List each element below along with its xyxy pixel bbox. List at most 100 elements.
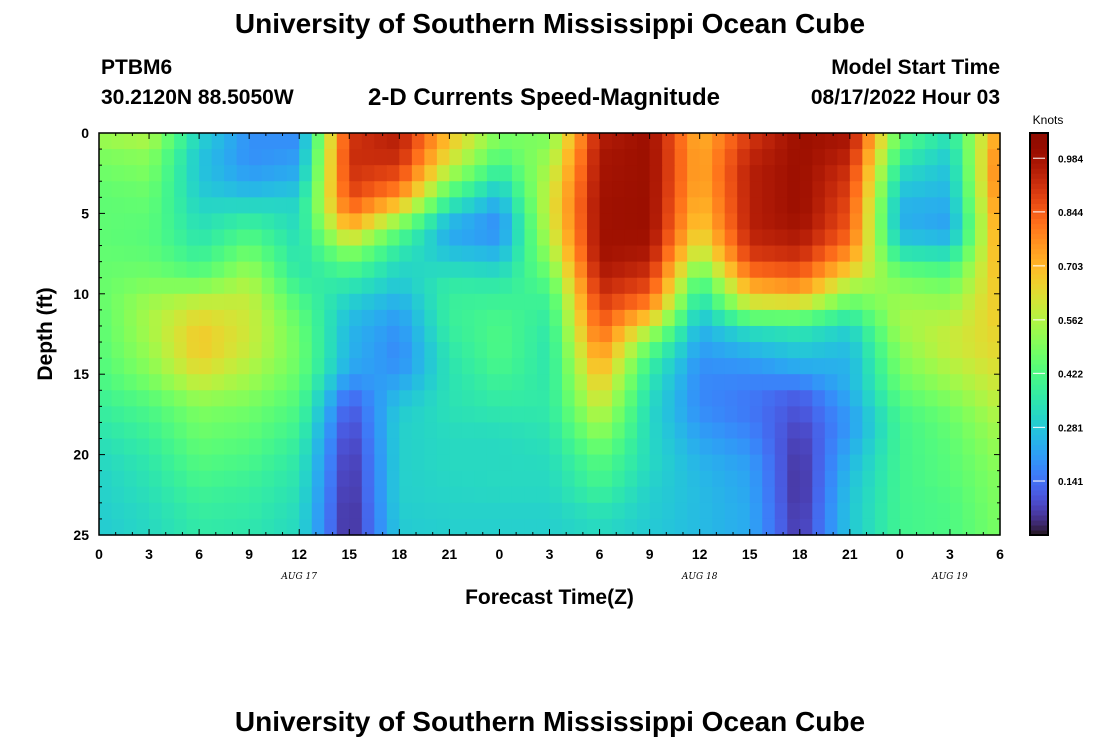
heatmap-cell — [687, 390, 701, 407]
colorbar-segment — [1030, 288, 1048, 295]
heatmap-cell — [124, 374, 138, 391]
heatmap-cell — [424, 406, 438, 424]
heatmap-cell — [224, 454, 238, 472]
heatmap-cell — [399, 358, 413, 375]
colorbar-segment — [1030, 519, 1048, 526]
heatmap-cell — [399, 149, 413, 166]
heatmap-cell — [486, 374, 501, 391]
heatmap-cell — [749, 486, 763, 504]
heatmap-cell — [699, 149, 713, 166]
heatmap-cell — [524, 309, 538, 327]
colorbar-segment — [1030, 293, 1048, 300]
heatmap-cell — [374, 438, 388, 456]
heatmap-cell — [149, 229, 163, 247]
heatmap-cell — [261, 422, 275, 440]
heatmap-cell — [749, 133, 763, 150]
heatmap-cell — [211, 342, 225, 359]
heatmap-cell — [261, 309, 275, 327]
heatmap-cell — [587, 438, 601, 456]
heatmap-cell — [424, 438, 438, 456]
colorbar-frame — [1029, 132, 1049, 536]
heatmap-cell — [824, 406, 838, 424]
heatmap-cell — [787, 486, 801, 504]
heatmap-cell — [149, 342, 163, 359]
heatmap-cell — [311, 470, 325, 488]
heatmap-cell — [524, 518, 538, 536]
heatmap-cell — [124, 261, 138, 279]
heatmap-cell — [624, 374, 638, 391]
heatmap-cell — [299, 454, 313, 472]
heatmap-cell — [449, 342, 463, 359]
heatmap-cell — [724, 502, 738, 520]
heatmap-cell — [211, 133, 225, 150]
heatmap-cell — [624, 438, 638, 456]
heatmap-cell — [161, 358, 175, 375]
heatmap-cell — [336, 245, 350, 263]
heatmap-cell — [449, 165, 463, 182]
heatmap-cell — [511, 261, 526, 279]
heatmap-cell — [837, 165, 851, 182]
heatmap-cell — [849, 486, 863, 504]
heatmap-cell — [436, 293, 450, 311]
heatmap-cell — [637, 293, 651, 311]
heatmap-cell — [286, 390, 300, 407]
heatmap-cell — [649, 133, 663, 150]
heatmap-cell — [211, 390, 225, 407]
colorbar-segment — [1030, 233, 1048, 240]
heatmap-cell — [349, 422, 363, 440]
heatmap-cell — [336, 261, 350, 279]
heatmap-cell — [562, 165, 576, 182]
heatmap-cell — [174, 390, 188, 407]
heatmap-cell — [211, 358, 225, 375]
heatmap-cell — [562, 438, 576, 456]
heatmap-cell — [662, 181, 676, 198]
heatmap-cell — [211, 165, 225, 182]
heatmap-cell — [712, 213, 726, 231]
heatmap-cell — [612, 197, 626, 214]
colorbar-segment — [1030, 394, 1048, 400]
heatmap-cell — [324, 518, 338, 536]
heatmap-cell — [587, 502, 601, 520]
heatmap-cell — [286, 133, 300, 150]
heatmap-cell — [962, 438, 976, 456]
heatmap-cell — [249, 518, 263, 536]
heatmap-cell — [449, 390, 463, 407]
heatmap-cell — [361, 390, 375, 407]
heatmap-cell — [461, 374, 476, 391]
heatmap-cell — [562, 261, 576, 279]
heatmap-cell — [411, 325, 425, 343]
heatmap-cell — [624, 213, 638, 231]
colorbar-tick-label: 0.844 — [1058, 208, 1083, 219]
heatmap-cell — [912, 277, 926, 295]
heatmap-cell — [136, 470, 150, 488]
heatmap-cell — [224, 293, 238, 311]
heatmap-cell — [274, 518, 288, 536]
heatmap-cell — [724, 181, 738, 198]
heatmap-cell — [424, 277, 438, 295]
heatmap-cell — [824, 277, 838, 295]
heatmap-cell — [424, 149, 438, 166]
heatmap-cell — [186, 309, 200, 327]
heatmap-cell — [549, 165, 563, 182]
heatmap-cell — [774, 342, 788, 359]
heatmap-cell — [211, 325, 225, 343]
heatmap-cell — [299, 261, 313, 279]
heatmap-cell — [787, 342, 801, 359]
heatmap-cell — [511, 470, 526, 488]
heatmap-cell — [361, 502, 375, 520]
heatmap-cell — [987, 245, 1001, 263]
heatmap-cell — [274, 470, 288, 488]
colorbar-segment — [1030, 203, 1048, 209]
heatmap-cell — [261, 454, 275, 472]
heatmap-cell — [712, 245, 726, 263]
heatmap-cell — [399, 261, 413, 279]
heatmap-cell — [249, 277, 263, 295]
heatmap-cell — [124, 470, 138, 488]
heatmap-cell — [687, 502, 701, 520]
heatmap-cell — [211, 245, 225, 263]
heatmap-cell — [724, 342, 738, 359]
heatmap-cell — [624, 406, 638, 424]
heatmap-cell — [674, 261, 688, 279]
heatmap-cell — [774, 454, 788, 472]
heatmap-cell — [511, 325, 526, 343]
